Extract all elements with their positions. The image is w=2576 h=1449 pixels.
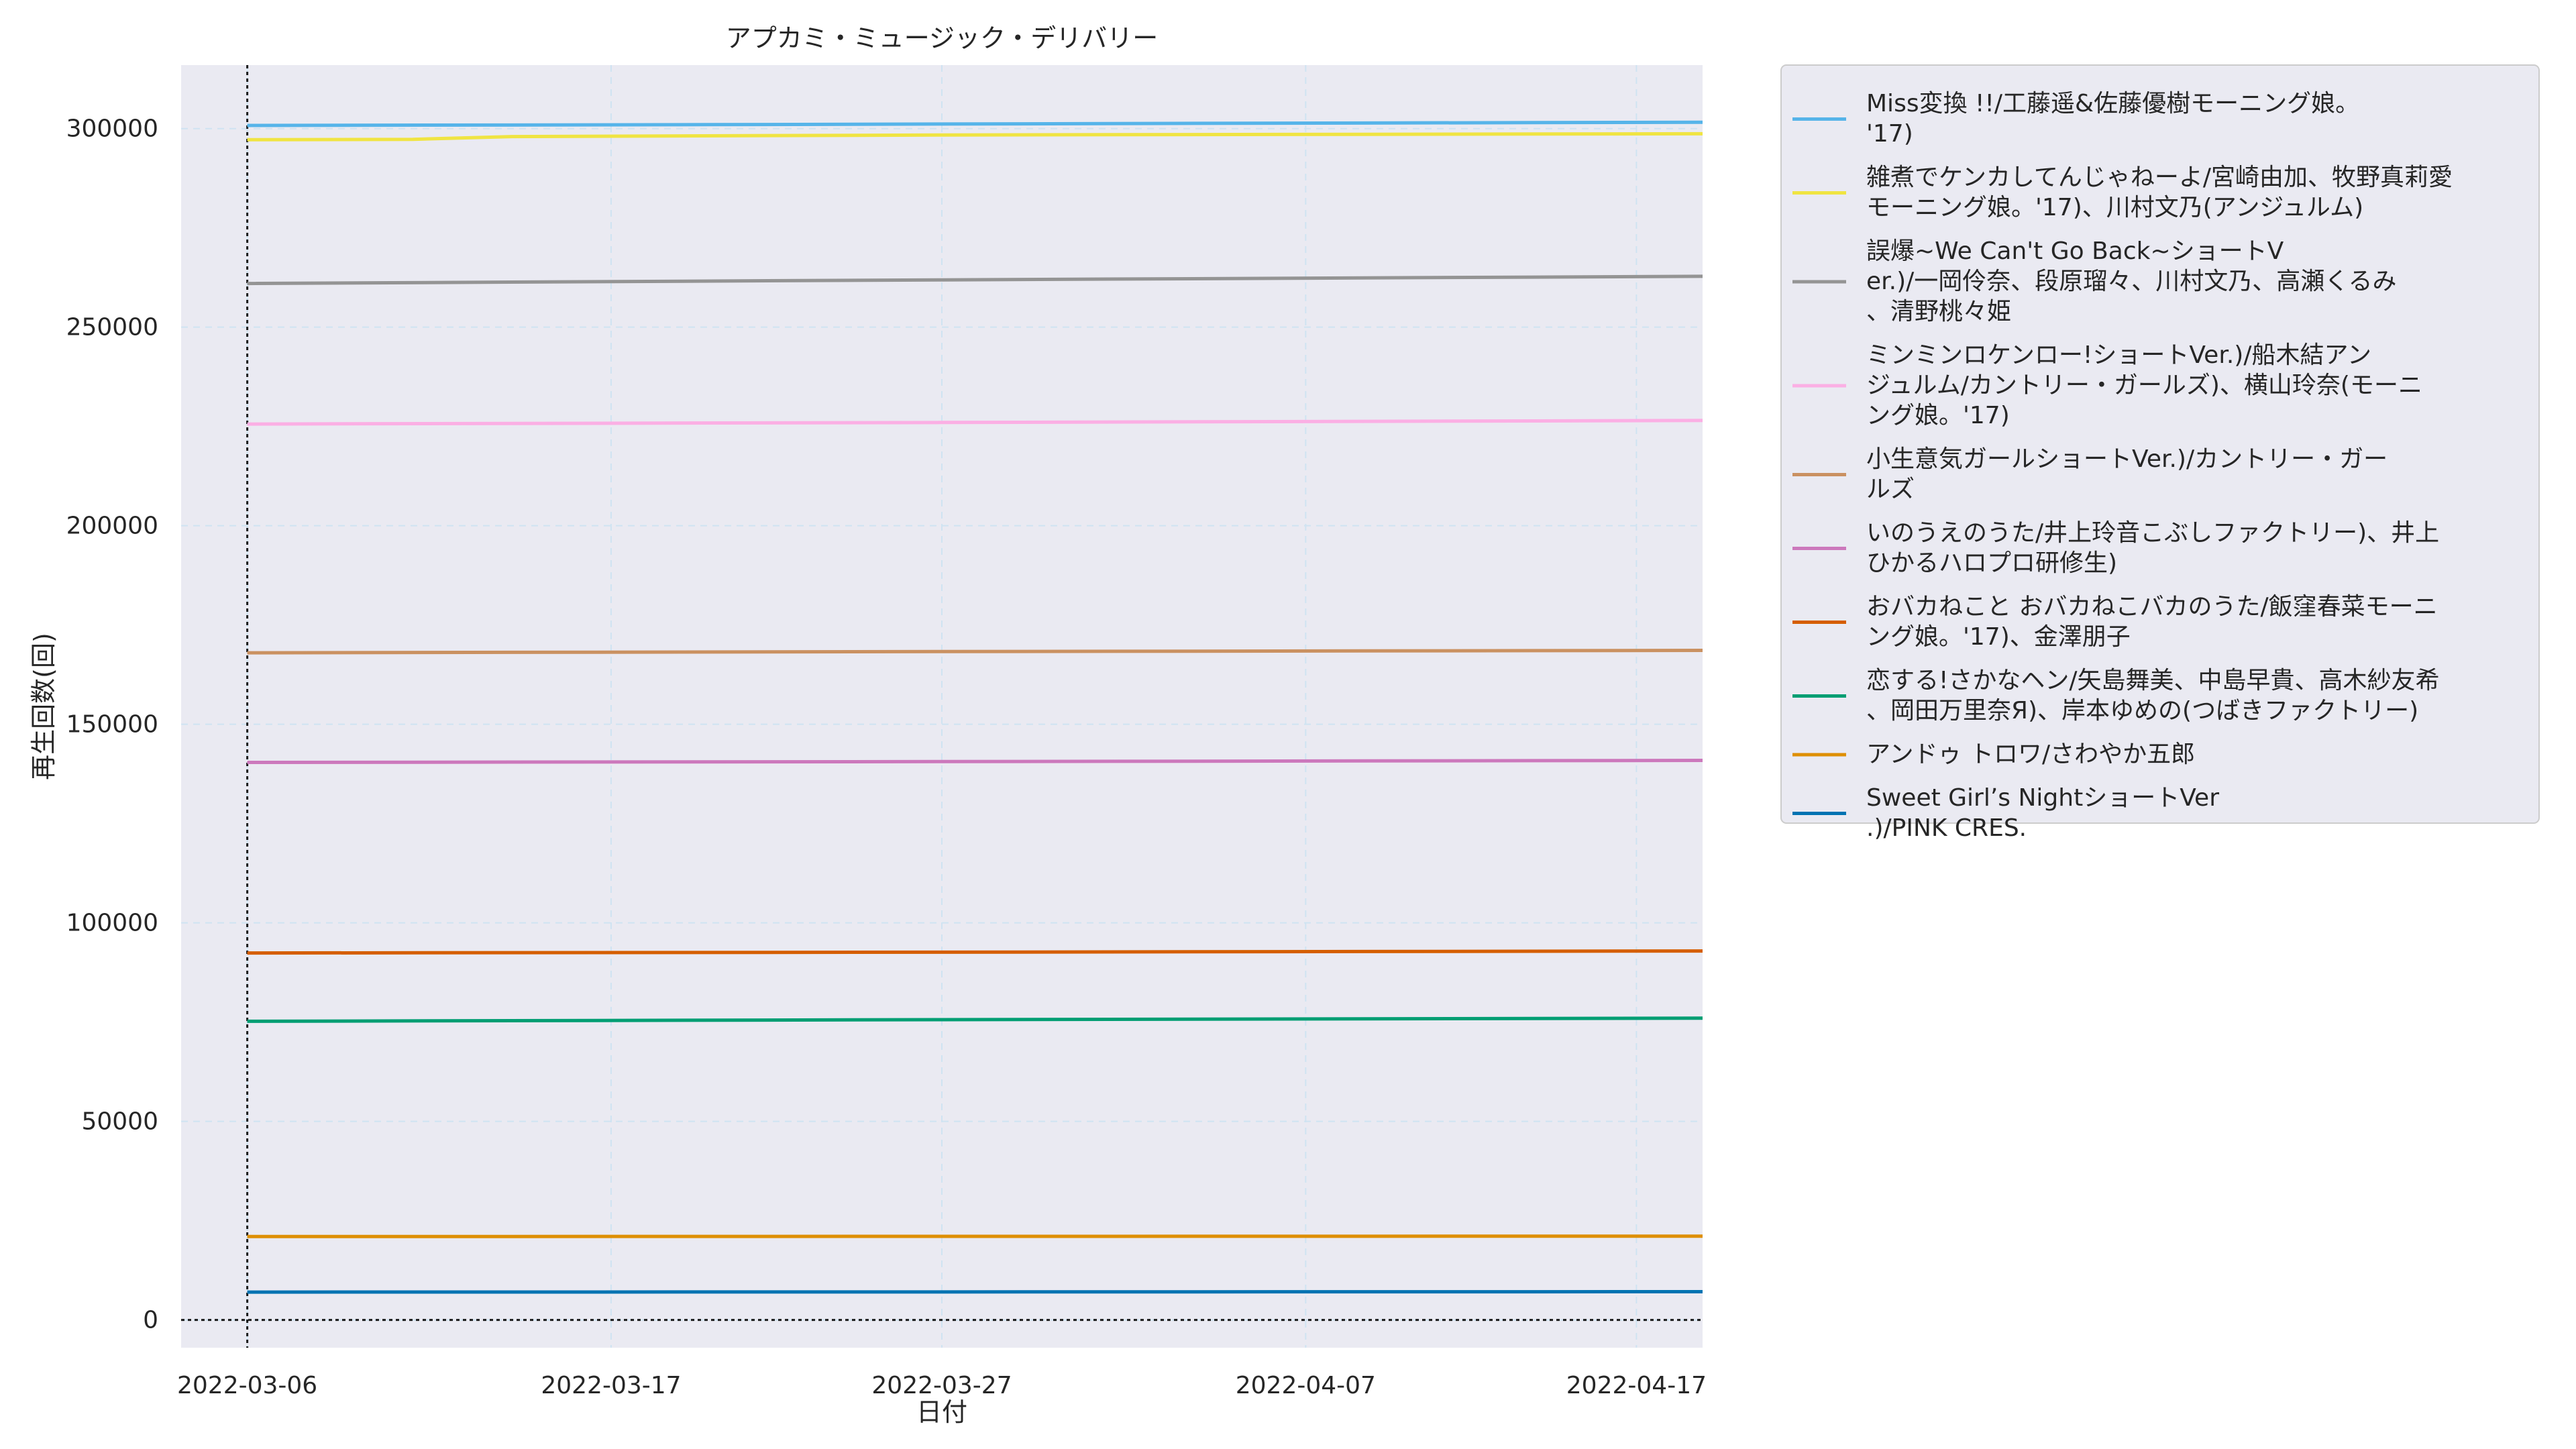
series-line-4: [247, 419, 1703, 426]
series-line-3: [247, 274, 1703, 286]
series-line-8: [247, 1016, 1703, 1023]
series-line-6: [247, 759, 1703, 764]
y-tick-label: 200000: [66, 513, 158, 540]
legend-label-10: .)/PINK CRES.: [1866, 814, 2027, 842]
legend-label-5: 小生意気ガールショートVer.)/カントリー・ガー: [1866, 445, 2387, 473]
y-tick-label: 50000: [81, 1108, 158, 1136]
legend-label-8: 恋する!さかなヘン/矢島舞美、中島早貴、高木紗友希: [1866, 667, 2440, 694]
reference-lines: [181, 65, 1703, 1348]
y-tick-label: 300000: [66, 115, 158, 143]
legend: Miss変換 !!/工藤遥&佐藤優樹モーニング娘。 '17) 雑煮でケンカしてんじゃ…: [1780, 64, 2540, 842]
series-line-2: [247, 131, 1703, 142]
legend-label-3: 、清野桃々姫: [1866, 298, 2011, 325]
y-axis-title: 再生回数(回): [29, 633, 58, 780]
legend-label-9: アンドゥ トロワ/さわやか五郎: [1866, 741, 2195, 768]
y-axis-ticks: 0 50000 100000 150000 200000 250000 300000: [66, 115, 158, 1334]
legend-label-5: ルズ: [1866, 476, 1915, 503]
x-tick-label: 2022-03-27: [871, 1372, 1012, 1399]
legend-label-8: 、岡田万里奈Я)、岸本ゆめの(つばきファクトリー): [1866, 697, 2418, 724]
legend-label-4: ジュルム/カントリー・ガールズ)、横山玲奈(モーニ: [1866, 372, 2422, 399]
grid-lines: [181, 65, 1703, 1348]
y-tick-label: 150000: [66, 711, 158, 739]
x-axis-ticks: 2022-03-06 2022-03-17 2022-03-27 2022-04-07…: [177, 1372, 1707, 1399]
series-line-5: [247, 649, 1703, 655]
legend-frame: [1780, 64, 2540, 824]
legend-label-7: ング娘。'17)、金澤朋子: [1866, 623, 2131, 651]
series-layer: [247, 120, 1703, 1294]
legend-label-7: おバカねこと おバカねこバカのうた/飯窪春菜モーニ: [1866, 593, 2438, 621]
legend-label-4: ング娘。'17): [1866, 402, 2010, 429]
series-line-1: [247, 120, 1703, 127]
y-tick-label: 0: [143, 1307, 158, 1334]
x-axis-title: 日付: [916, 1397, 967, 1427]
legend-label-2: モーニング娘。'17)、川村文乃(アンジュルム): [1866, 194, 2363, 221]
legend-label-10: Sweet Girl’s NightショートVer: [1866, 784, 2219, 812]
legend-label-1: '17): [1866, 120, 1913, 148]
x-tick-label: 2022-04-17: [1566, 1372, 1707, 1399]
series-line-7: [247, 949, 1703, 955]
legend-label-2: 雑煮でケンカしてんじゃねーよ/宮崎由加、牧野真莉愛: [1866, 164, 2453, 191]
chart-title: アプカミ・ミュージック・デリバリー: [726, 23, 1158, 53]
y-tick-label: 250000: [66, 314, 158, 341]
x-tick-label: 2022-04-07: [1236, 1372, 1376, 1399]
legend-label-4: ミンミンロケンロー!ショートVer.)/船木結アン: [1866, 341, 2371, 369]
series-line-10: [247, 1290, 1703, 1294]
legend-label-6: いのうえのうた/井上玲音こぶしファクトリー)、井上: [1866, 519, 2439, 547]
series-line-9: [247, 1234, 1703, 1238]
y-tick-label: 100000: [66, 910, 158, 937]
legend-label-3: 誤爆~We Can't Go Back~ショートV: [1866, 237, 2284, 265]
x-tick-label: 2022-03-17: [541, 1372, 681, 1399]
legend-label-1: Miss変換 !!/工藤遥&佐藤優樹モーニング娘。: [1866, 90, 2359, 117]
x-tick-label: 2022-03-06: [177, 1372, 317, 1399]
legend-label-3: er.)/一岡伶奈、段原瑠々、川村文乃、高瀬くるみ: [1866, 268, 2397, 295]
legend-label-6: ひかるハロプロ研修生): [1866, 549, 2117, 577]
